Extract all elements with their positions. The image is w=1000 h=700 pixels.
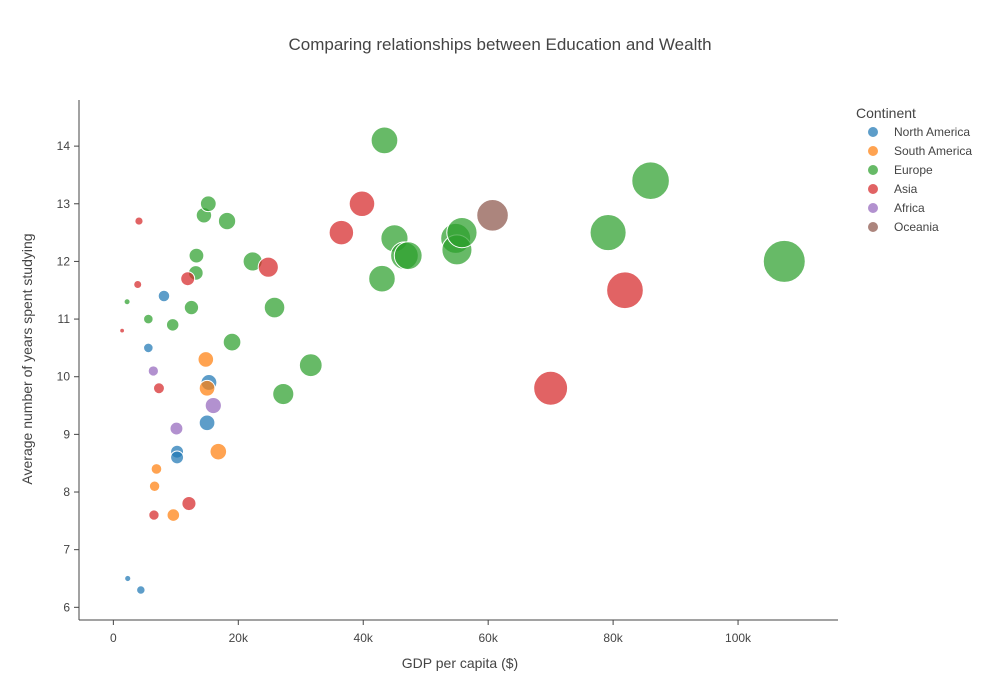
- data-point[interactable]: [197, 351, 215, 368]
- data-point[interactable]: [188, 247, 205, 264]
- data-point[interactable]: [272, 382, 295, 406]
- y-axis-ticks: 6 7 8 9 10 11 12 13 14: [57, 139, 79, 614]
- data-point[interactable]: [298, 353, 323, 378]
- markers-layer: [119, 126, 806, 595]
- x-axis-ticks: 0 20k 40k 60k 80k 100k: [110, 620, 752, 645]
- data-point[interactable]: [152, 382, 165, 395]
- legend-marker: [867, 202, 879, 214]
- legend-label: Africa: [894, 201, 925, 215]
- data-point[interactable]: [165, 318, 180, 332]
- data-point[interactable]: [198, 414, 216, 432]
- x-tick-label: 0: [110, 631, 117, 645]
- y-tick-label: 11: [58, 312, 71, 326]
- y-tick-label: 14: [57, 139, 71, 153]
- legend-label: Asia: [894, 182, 918, 196]
- x-tick-label: 60k: [478, 631, 498, 645]
- data-point[interactable]: [198, 379, 216, 397]
- data-point[interactable]: [166, 508, 181, 522]
- legend-marker: [867, 221, 879, 233]
- data-point[interactable]: [368, 264, 396, 293]
- chart-title: Comparing relationships between Educatio…: [288, 35, 711, 54]
- data-point[interactable]: [217, 211, 237, 231]
- y-tick-label: 13: [57, 197, 71, 211]
- data-point[interactable]: [263, 296, 286, 319]
- data-point[interactable]: [533, 370, 569, 406]
- legend-item[interactable]: Oceania: [867, 220, 940, 234]
- data-point[interactable]: [446, 216, 478, 249]
- legend-label: Oceania: [894, 220, 939, 234]
- x-tick-label: 100k: [725, 631, 752, 645]
- legend-item[interactable]: Asia: [867, 182, 918, 196]
- y-tick-label: 9: [63, 427, 70, 441]
- data-point[interactable]: [119, 327, 126, 334]
- data-point[interactable]: [133, 279, 143, 289]
- data-point[interactable]: [136, 585, 146, 595]
- data-point[interactable]: [180, 271, 196, 287]
- legend-item[interactable]: North America: [867, 125, 971, 139]
- y-axis-title: Average number of years spent studying: [19, 233, 35, 484]
- data-point[interactable]: [123, 298, 131, 306]
- y-tick-label: 6: [63, 600, 70, 614]
- legend: Continent North America South America Euro…: [856, 105, 972, 234]
- data-point[interactable]: [143, 313, 154, 325]
- data-point[interactable]: [257, 256, 279, 278]
- y-tick-label: 10: [57, 370, 71, 384]
- legend-marker: [867, 145, 879, 157]
- data-point[interactable]: [222, 332, 242, 352]
- data-point[interactable]: [199, 195, 217, 213]
- data-point[interactable]: [147, 365, 159, 377]
- x-tick-label: 80k: [603, 631, 623, 645]
- plot-area: 0 20k 40k 60k 80k 100k 6 7 8 9 10 11 12 13 14: [57, 100, 838, 645]
- data-point[interactable]: [631, 161, 670, 201]
- legend-marker: [867, 183, 879, 195]
- data-point[interactable]: [134, 216, 144, 226]
- x-tick-label: 20k: [229, 631, 249, 645]
- data-point[interactable]: [148, 480, 161, 492]
- data-point[interactable]: [143, 342, 154, 354]
- legend-item[interactable]: Africa: [867, 201, 926, 215]
- data-point[interactable]: [370, 126, 399, 155]
- data-point[interactable]: [762, 239, 806, 283]
- data-point[interactable]: [124, 574, 132, 583]
- y-tick-label: 7: [63, 543, 70, 557]
- legend-item[interactable]: Europe: [867, 163, 934, 177]
- data-point[interactable]: [204, 396, 222, 415]
- legend-label: Europe: [894, 163, 933, 177]
- data-point[interactable]: [209, 442, 228, 461]
- x-axis-title: GDP per capita ($): [402, 655, 518, 671]
- y-tick-label: 12: [57, 254, 71, 268]
- data-point[interactable]: [183, 299, 200, 316]
- legend-label: South America: [894, 144, 972, 158]
- legend-marker: [867, 164, 879, 176]
- legend-label: North America: [894, 125, 970, 139]
- data-point[interactable]: [148, 509, 160, 521]
- data-point[interactable]: [169, 421, 184, 436]
- data-point[interactable]: [476, 199, 509, 232]
- legend-items: North America South America Europe Asia Afri…: [867, 125, 973, 234]
- legend-title: Continent: [856, 105, 916, 121]
- data-point[interactable]: [328, 219, 355, 246]
- data-point[interactable]: [606, 271, 644, 310]
- legend-marker: [867, 126, 879, 138]
- legend-item[interactable]: South America: [867, 144, 973, 158]
- data-point[interactable]: [181, 495, 197, 512]
- data-point[interactable]: [393, 241, 423, 271]
- y-tick-label: 8: [63, 485, 70, 499]
- data-point[interactable]: [150, 463, 163, 475]
- x-tick-label: 40k: [354, 631, 374, 645]
- data-point[interactable]: [170, 450, 185, 465]
- data-point[interactable]: [348, 190, 376, 218]
- data-point[interactable]: [589, 214, 627, 252]
- data-point[interactable]: [157, 289, 171, 303]
